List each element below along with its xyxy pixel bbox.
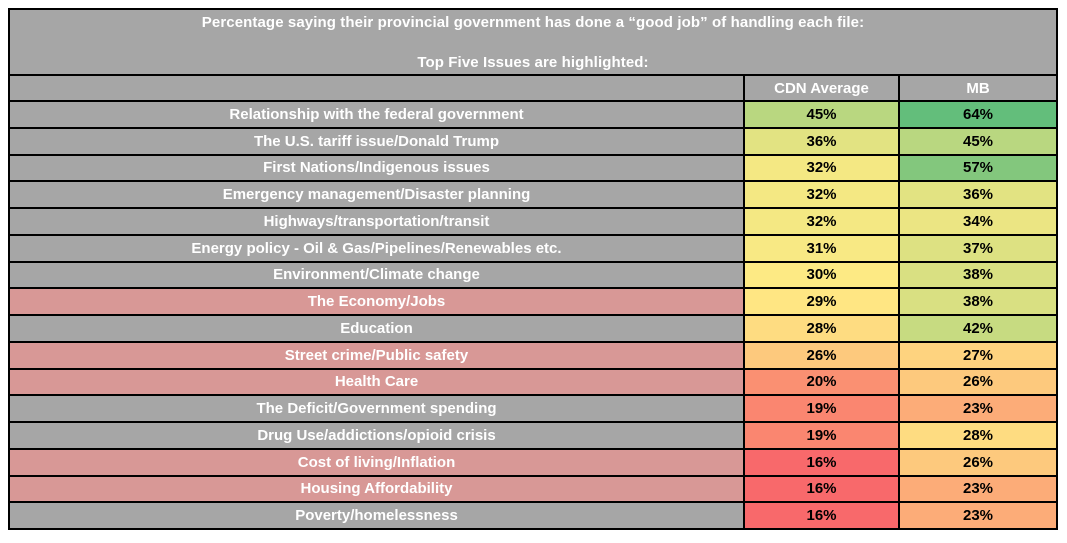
issue-label: Health Care [10, 369, 743, 395]
mb-value: 38% [898, 289, 1056, 314]
mb-value: 57% [898, 155, 1056, 181]
issue-label: Housing Affordability [10, 476, 743, 502]
issue-label: Poverty/homelessness [10, 503, 743, 528]
issue-label: The U.S. tariff issue/Donald Trump [10, 128, 743, 154]
table-row: Health Care 20% 26% [10, 367, 1056, 395]
cdn-average-value: 19% [743, 423, 898, 448]
header-row: CDN Average MB [10, 74, 1056, 100]
mb-value: 23% [898, 396, 1056, 421]
mb-value: 36% [898, 182, 1056, 207]
table-row: Housing Affordability 16% 23% [10, 474, 1056, 502]
mb-value: 26% [898, 369, 1056, 395]
cdn-average-value: 32% [743, 209, 898, 234]
cdn-average-value: 19% [743, 396, 898, 421]
issue-label: The Deficit/Government spending [10, 396, 743, 421]
issue-label: First Nations/Indigenous issues [10, 155, 743, 181]
mb-value: 37% [898, 235, 1056, 261]
issue-label: Highways/transportation/transit [10, 209, 743, 234]
table-row: Relationship with the federal government… [10, 100, 1056, 127]
mb-value: 34% [898, 209, 1056, 234]
issue-label: Street crime/Public safety [10, 342, 743, 368]
mb-value: 27% [898, 342, 1056, 368]
mb-value: 26% [898, 449, 1056, 475]
mb-value: 23% [898, 503, 1056, 528]
issue-label: Energy policy - Oil & Gas/Pipelines/Rene… [10, 235, 743, 261]
table-subtitle: Top Five Issues are highlighted: [417, 54, 649, 71]
issue-label: Relationship with the federal government [10, 102, 743, 127]
issue-label: Education [10, 316, 743, 341]
cdn-average-value: 32% [743, 155, 898, 181]
table-row: The Deficit/Government spending 19% 23% [10, 394, 1056, 421]
results-table: Percentage saying their provincial gover… [8, 8, 1058, 530]
issue-label: Environment/Climate change [10, 262, 743, 288]
header-cdn-average: CDN Average [743, 76, 898, 100]
mb-value: 64% [898, 102, 1056, 127]
cdn-average-value: 29% [743, 289, 898, 314]
table-row: Street crime/Public safety 26% 27% [10, 340, 1056, 368]
cdn-average-value: 20% [743, 369, 898, 395]
cdn-average-value: 16% [743, 503, 898, 528]
table-row: Emergency management/Disaster planning 32… [10, 180, 1056, 207]
cdn-average-value: 30% [743, 262, 898, 288]
mb-value: 45% [898, 128, 1056, 154]
table-row: Cost of living/Inflation 16% 26% [10, 447, 1056, 475]
table-row: First Nations/Indigenous issues 32% 57% [10, 153, 1056, 181]
table-row: Drug Use/addictions/opioid crisis 19% 28% [10, 421, 1056, 448]
table-row: Poverty/homelessness 16% 23% [10, 501, 1056, 528]
table-title-block: Percentage saying their provincial gover… [10, 10, 1056, 74]
header-issue-cell [10, 76, 743, 100]
table-row: Education 28% 42% [10, 314, 1056, 341]
header-mb: MB [898, 76, 1056, 100]
issue-label: Cost of living/Inflation [10, 449, 743, 475]
cdn-average-value: 28% [743, 316, 898, 341]
cdn-average-value: 16% [743, 449, 898, 475]
table-row: Environment/Climate change 30% 38% [10, 260, 1056, 288]
issue-label: The Economy/Jobs [10, 289, 743, 314]
mb-value: 38% [898, 262, 1056, 288]
cdn-average-value: 31% [743, 235, 898, 261]
issue-label: Drug Use/addictions/opioid crisis [10, 423, 743, 448]
cdn-average-value: 32% [743, 182, 898, 207]
table-row: The Economy/Jobs 29% 38% [10, 287, 1056, 314]
cdn-average-value: 16% [743, 476, 898, 502]
table-row: The U.S. tariff issue/Donald Trump 36% 45% [10, 126, 1056, 154]
cdn-average-value: 36% [743, 128, 898, 154]
cdn-average-value: 26% [743, 342, 898, 368]
table-row: Highways/transportation/transit 32% 34% [10, 207, 1056, 234]
issue-label: Emergency management/Disaster planning [10, 182, 743, 207]
table-row: Energy policy - Oil & Gas/Pipelines/Rene… [10, 233, 1056, 261]
table-title: Percentage saying their provincial gover… [201, 14, 865, 31]
cdn-average-value: 45% [743, 102, 898, 127]
table-body: Relationship with the federal government… [10, 100, 1056, 528]
mb-value: 28% [898, 423, 1056, 448]
mb-value: 42% [898, 316, 1056, 341]
mb-value: 23% [898, 476, 1056, 502]
